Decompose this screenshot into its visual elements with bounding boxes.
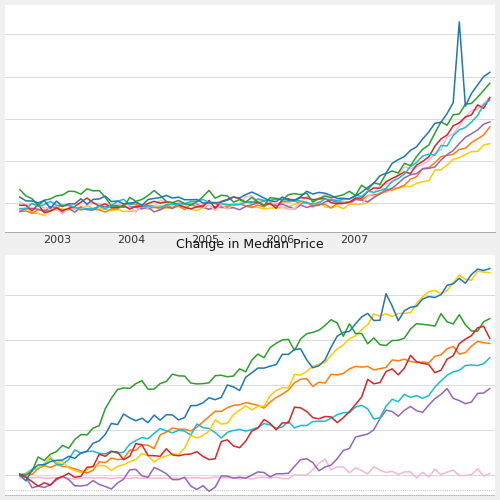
Text: Change in Median Price: Change in Median Price — [176, 238, 324, 252]
